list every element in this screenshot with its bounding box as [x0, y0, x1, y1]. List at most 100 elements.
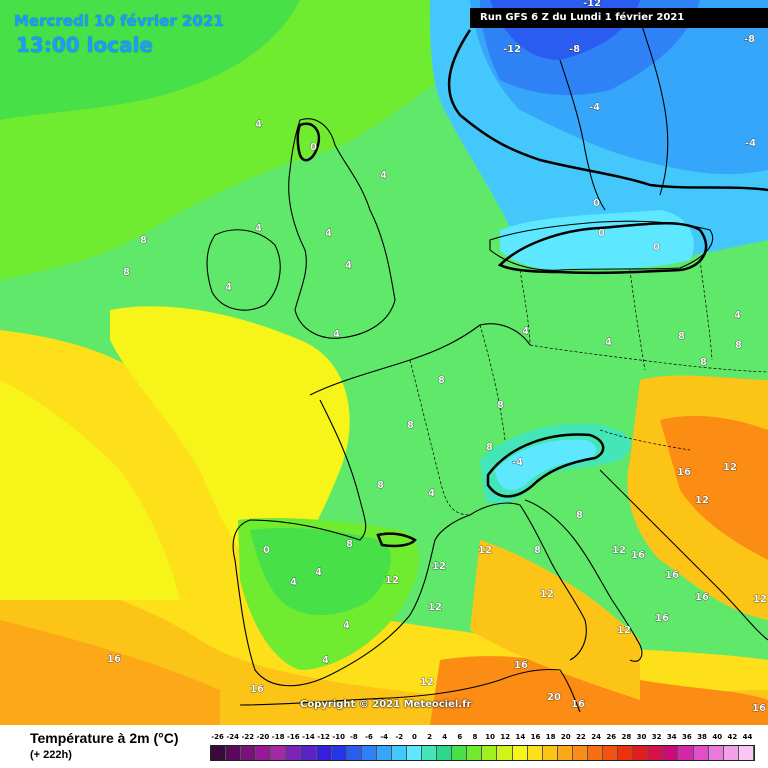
value-label: -4 [512, 457, 523, 468]
value-label: 4 [345, 260, 352, 271]
legend-color-swatch [512, 746, 528, 760]
value-label: 4 [255, 223, 262, 234]
legend-color-swatch [572, 746, 588, 760]
value-label: 12 [420, 677, 434, 688]
legend-color-swatch [603, 746, 619, 760]
legend-color-swatch [633, 746, 649, 760]
value-label: 8 [140, 235, 147, 246]
value-label: 12 [695, 495, 709, 506]
value-label: 12 [723, 462, 737, 473]
legend-tick-label: 6 [457, 733, 463, 741]
value-label: 8 [123, 267, 130, 278]
legend-color-swatch [286, 746, 302, 760]
value-label: 8 [678, 331, 685, 342]
legend-tick-label: 40 [712, 733, 723, 741]
legend-tick-label: 28 [621, 733, 632, 741]
legend-tick-label: 2 [427, 733, 432, 741]
value-label: -12 [503, 44, 521, 55]
color-scale-bar [210, 745, 755, 761]
legend-color-swatch [587, 746, 604, 760]
value-label: 4 [734, 310, 741, 321]
value-label: 16 [695, 592, 709, 603]
legend-tick-label: 34 [666, 733, 677, 741]
legend-tick-label: -24 [226, 733, 240, 741]
color-scale-ticks: -26 -24 -22 -20 -18 -16 -14 -12 -10 -8 -6 -4 -2 0 2 4 6 8… [210, 733, 755, 745]
legend-color-swatch [241, 746, 257, 760]
value-label: 12 [617, 625, 631, 636]
legend-color-swatch [452, 746, 468, 760]
legend-color-swatch [407, 746, 423, 760]
legend-color-swatch [271, 746, 287, 760]
value-label: 16 [571, 699, 585, 710]
legend: Température à 2m (°C) (+ 222h) -26 -24 -22… [0, 725, 768, 768]
legend-color-swatch [211, 746, 227, 760]
value-label: 12 [540, 589, 554, 600]
legend-tick-label: 32 [651, 733, 662, 741]
zero-isotherm [296, 29, 768, 548]
legend-color-swatch [346, 746, 362, 760]
legend-tick-label: 30 [636, 733, 647, 741]
value-label: 12 [432, 561, 446, 572]
legend-tick-label: -20 [256, 733, 270, 741]
legend-tick-label: -14 [302, 733, 315, 741]
value-label: -8 [744, 34, 755, 45]
legend-color-swatch [542, 746, 558, 760]
legend-color-swatch [422, 746, 438, 760]
legend-tick-label: -10 [332, 733, 346, 741]
value-label: 8 [735, 340, 742, 351]
value-label: 16 [631, 550, 645, 561]
value-label: 8 [486, 442, 493, 453]
country-borders [409, 259, 768, 516]
model-run-banner: Run GFS 6 Z du Lundi 1 février 2021 [470, 8, 768, 28]
legend-tick-label: 42 [727, 733, 738, 741]
legend-tick-label: -12 [317, 733, 330, 741]
legend-color-swatch [708, 746, 724, 760]
legend-color-swatch [678, 746, 694, 760]
value-label: 8 [377, 480, 384, 491]
value-label: 4 [522, 326, 529, 337]
value-label: 0 [310, 142, 317, 153]
legend-color-swatch [663, 746, 679, 760]
value-label: 8 [438, 375, 445, 386]
legend-tick-label: -16 [286, 733, 300, 741]
legend-tick-label: 12 [500, 733, 511, 741]
legend-tick-label: 26 [606, 733, 617, 741]
legend-color-swatch [256, 746, 272, 760]
value-label: -8 [569, 44, 580, 55]
value-label: 8 [700, 357, 707, 368]
legend-color-swatch [226, 746, 242, 760]
legend-tick-label: 22 [576, 733, 586, 741]
value-label: 8 [534, 545, 541, 556]
value-label: 8 [346, 539, 353, 550]
legend-tick-label: -18 [271, 733, 285, 741]
legend-color-swatch [738, 746, 754, 760]
value-label: 4 [290, 577, 297, 588]
legend-color-swatch [467, 746, 483, 760]
value-label: -12 [583, 0, 601, 9]
copyright-text: Copyright © 2021 Meteociel.fr [300, 699, 472, 710]
legend-color-swatch [557, 746, 573, 760]
value-label: 16 [250, 684, 264, 695]
legend-tick-label: 16 [530, 733, 541, 741]
value-label: 16 [655, 613, 669, 624]
value-label: 16 [514, 660, 528, 671]
value-label: 16 [107, 654, 121, 665]
temperature-map [0, 0, 768, 725]
legend-tick-label: 10 [485, 733, 495, 741]
value-label: -4 [745, 138, 756, 149]
legend-tick-label: -4 [380, 733, 388, 741]
legend-tick-label: 20 [560, 733, 571, 741]
value-label: 0 [598, 228, 605, 239]
legend-tick-label: -8 [349, 733, 358, 741]
value-label: 12 [478, 545, 492, 556]
legend-color-swatch [618, 746, 634, 760]
value-label: 12 [612, 545, 626, 556]
legend-color-swatch [527, 746, 543, 760]
value-label: 4 [315, 567, 322, 578]
legend-color-swatch [723, 746, 739, 760]
value-label: 4 [343, 620, 350, 631]
legend-tick-label: 36 [682, 733, 692, 741]
value-label: 16 [752, 703, 766, 714]
value-label: 4 [380, 170, 387, 181]
